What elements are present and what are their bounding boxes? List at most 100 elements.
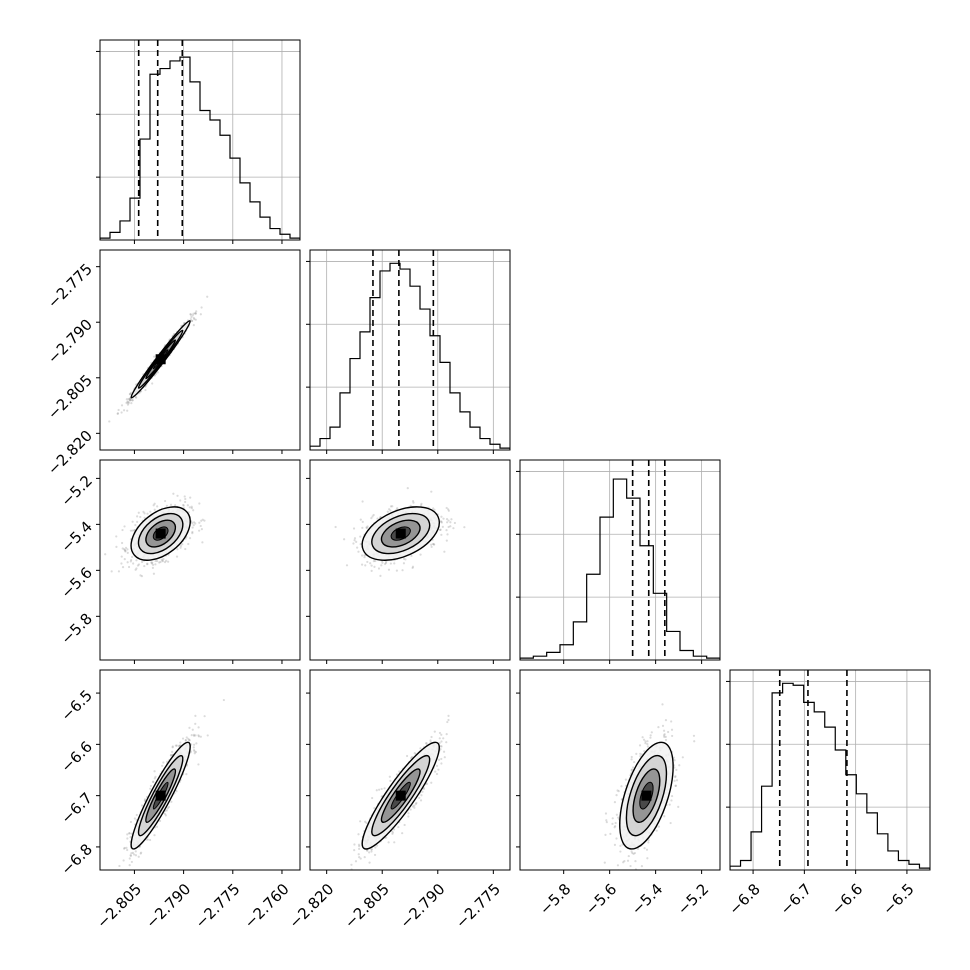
scatter-point (167, 805, 171, 809)
scatter-point (369, 562, 372, 565)
scatter-point (359, 543, 362, 546)
scatter-point (413, 806, 416, 809)
scatter-point (162, 557, 165, 561)
scatter-point (407, 815, 410, 818)
scatter-point (199, 313, 202, 316)
scatter-point (161, 559, 164, 562)
scatter-point (203, 519, 206, 522)
scatter-point (191, 530, 194, 534)
scatter-point (179, 546, 182, 549)
scatter-point (453, 521, 457, 525)
scatter-point (117, 570, 121, 573)
scatter-point (350, 863, 353, 866)
scatter-point (360, 563, 364, 566)
scatter-point (353, 537, 357, 540)
scatter-point (403, 823, 406, 827)
scatter-point (121, 565, 125, 569)
scatter-point (345, 564, 349, 567)
scatter-point (353, 843, 356, 846)
scatter-point (383, 562, 387, 566)
scatter-point (194, 722, 197, 725)
scatter-point (359, 518, 362, 521)
scatter-point (190, 734, 193, 737)
scatter-point (370, 848, 373, 851)
scatter-point (128, 863, 131, 867)
scatter-point (170, 800, 173, 803)
scatter-point (438, 737, 441, 740)
scatter-point (192, 324, 195, 327)
scatter-point (135, 567, 138, 570)
scatter-point (176, 548, 179, 551)
scatter-point (116, 412, 119, 415)
scatter-point (120, 562, 123, 565)
scatter-point (153, 770, 156, 773)
scatter-point (127, 401, 130, 404)
scatter-point (143, 799, 146, 802)
scatter-point (123, 846, 126, 850)
scatter-point (191, 522, 194, 525)
scatter-point (425, 782, 429, 785)
scatter-point (391, 505, 394, 508)
scatter-point (413, 804, 416, 807)
panel-frame (309, 249, 511, 451)
scatter-point (158, 819, 162, 822)
scatter-point (391, 832, 394, 835)
scatter-point (149, 838, 152, 842)
scatter-point (674, 784, 677, 787)
scatter-point (662, 729, 666, 732)
scatter-point (108, 420, 111, 423)
density-peak (155, 528, 166, 539)
scatter-point (395, 569, 399, 572)
scatter-point (424, 742, 428, 745)
scatter-point (197, 735, 201, 738)
scatter-point (126, 561, 129, 564)
scatter-point (447, 525, 450, 529)
scatter-point (136, 515, 139, 518)
scatter-point (632, 852, 635, 855)
scatter-point (420, 502, 423, 505)
scatter-point (401, 569, 404, 572)
scatter-point (438, 528, 442, 531)
scatter-point (129, 393, 132, 396)
scatter-point (605, 821, 608, 824)
scatter-point (368, 851, 371, 854)
scatter-point (641, 736, 644, 739)
scatter-point (146, 838, 149, 841)
scatter-point (151, 566, 155, 569)
scatter-point (153, 834, 156, 837)
scatter-point (154, 563, 157, 566)
scatter-point (191, 532, 194, 535)
scatter-point (169, 503, 173, 506)
scatter-point (631, 766, 635, 769)
scatter-point (418, 796, 421, 799)
scatter-point (192, 733, 196, 736)
scatter-point (430, 490, 433, 493)
scatter-point (124, 546, 128, 549)
scatter-point (415, 801, 418, 805)
scatter-point (126, 403, 130, 406)
scatter-point (613, 826, 616, 829)
scatter-point (192, 509, 195, 512)
scatter-point (175, 744, 178, 747)
scatter-point (198, 521, 201, 524)
scatter-point (166, 760, 169, 763)
scatter-point (129, 820, 133, 824)
scatter-point (198, 502, 201, 505)
scatter-point (181, 543, 184, 546)
scatter-point (357, 833, 360, 836)
scatter-panel-3-1 (96, 459, 301, 664)
scatter-point (389, 779, 392, 782)
scatter-point (432, 543, 435, 546)
scatter-point (645, 848, 649, 851)
scatter-point (134, 854, 138, 857)
scatter-point (437, 758, 441, 761)
scatter-point (163, 812, 167, 816)
scatter-point (368, 861, 371, 864)
scatter-point (447, 714, 450, 718)
scatter-point (657, 825, 661, 828)
scatter-point (192, 749, 196, 752)
scatter-point (136, 564, 140, 567)
scatter-point (129, 398, 132, 402)
scatter-point (391, 831, 394, 834)
density-peak (395, 790, 406, 801)
